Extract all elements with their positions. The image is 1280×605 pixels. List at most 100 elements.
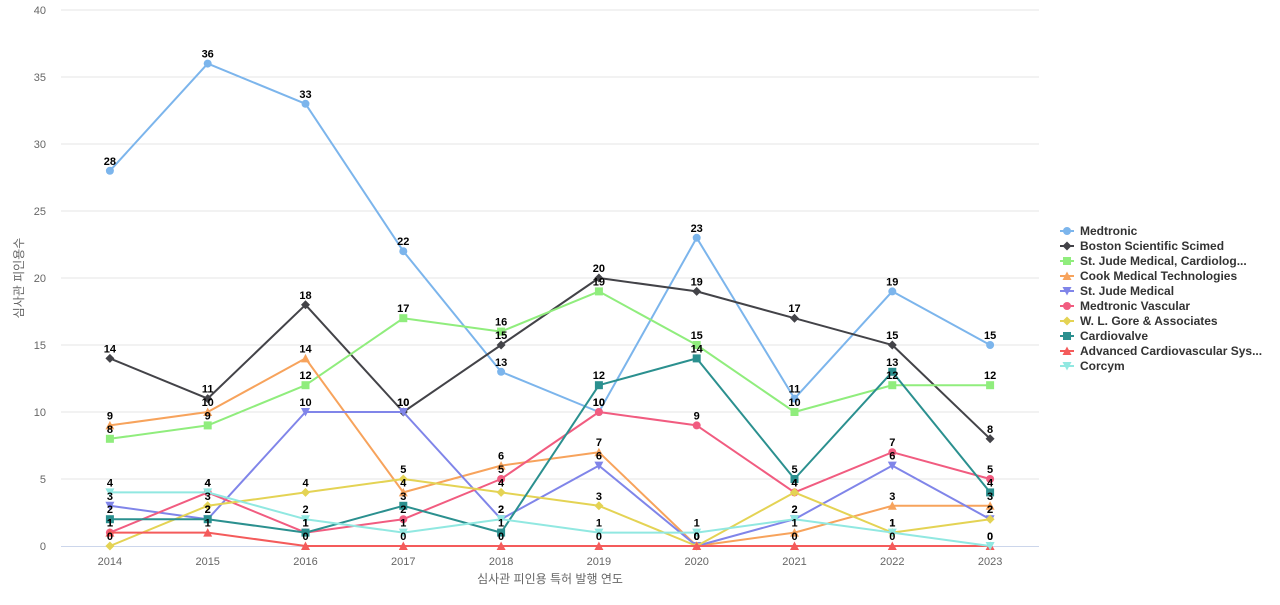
data-point[interactable]	[594, 273, 604, 283]
series-line[interactable]	[108, 478, 992, 547]
data-point[interactable]	[497, 367, 506, 376]
legend-item[interactable]: Corcym	[1060, 359, 1125, 373]
data-point[interactable]	[301, 541, 310, 551]
data-point[interactable]	[105, 541, 115, 551]
data-point[interactable]	[986, 341, 995, 349]
data-point[interactable]	[399, 501, 408, 510]
data-point[interactable]	[496, 461, 506, 470]
data-point[interactable]	[398, 528, 408, 538]
data-point[interactable]	[399, 314, 408, 323]
data-point[interactable]	[986, 381, 995, 390]
legend-item[interactable]: St. Jude Medical	[1060, 284, 1174, 298]
data-point[interactable]	[887, 461, 897, 471]
series-line[interactable]	[108, 290, 992, 440]
data-point[interactable]	[398, 408, 408, 417]
legend-item[interactable]: Cardiovalve	[1060, 329, 1148, 343]
data-point[interactable]	[398, 474, 408, 484]
legend-item[interactable]: Boston Scientific Scimed	[1060, 239, 1224, 253]
data-point[interactable]	[203, 59, 212, 68]
data-point[interactable]	[301, 408, 310, 417]
data-point[interactable]	[985, 434, 995, 444]
data-point[interactable]	[105, 353, 115, 363]
data-point[interactable]	[399, 247, 408, 256]
data-point[interactable]	[985, 542, 995, 551]
data-point[interactable]	[203, 528, 213, 537]
legend-item[interactable]: Advanced Cardiovascular Sys...	[1060, 344, 1262, 358]
series-line[interactable]	[108, 62, 992, 413]
data-point[interactable]	[398, 541, 408, 551]
data-point[interactable]	[301, 528, 310, 537]
data-point[interactable]	[594, 528, 604, 538]
data-point[interactable]	[301, 487, 310, 497]
series-line[interactable]	[108, 411, 992, 547]
data-point[interactable]	[986, 475, 995, 483]
legend-item[interactable]: Medtronic Vascular	[1060, 299, 1190, 313]
series-line[interactable]	[108, 491, 992, 547]
data-point[interactable]	[790, 528, 799, 537]
data-point[interactable]	[399, 515, 408, 524]
data-point[interactable]	[692, 528, 702, 538]
data-point[interactable]	[594, 461, 604, 471]
data-point[interactable]	[105, 515, 114, 524]
data-point[interactable]	[496, 487, 506, 497]
data-point[interactable]	[203, 515, 212, 524]
data-point[interactable]	[790, 515, 799, 524]
data-point[interactable]	[985, 514, 995, 524]
data-point[interactable]	[594, 501, 604, 511]
data-point[interactable]	[790, 408, 799, 416]
data-point[interactable]	[105, 420, 115, 430]
data-point[interactable]	[887, 541, 897, 551]
data-point[interactable]	[496, 541, 506, 551]
data-point[interactable]	[985, 501, 995, 510]
data-point[interactable]	[301, 353, 310, 363]
data-point[interactable]	[203, 407, 213, 417]
data-point[interactable]	[105, 434, 114, 443]
data-point[interactable]	[203, 488, 213, 497]
data-point[interactable]	[203, 501, 213, 511]
data-point[interactable]	[203, 394, 213, 404]
data-point[interactable]	[692, 341, 701, 349]
series-line[interactable]	[108, 531, 992, 547]
data-point[interactable]	[887, 501, 897, 510]
series-line[interactable]	[108, 277, 992, 440]
data-point[interactable]	[790, 313, 799, 323]
data-point[interactable]	[692, 286, 702, 296]
data-point[interactable]	[887, 528, 897, 538]
data-point[interactable]	[203, 421, 212, 430]
data-point[interactable]	[496, 515, 506, 524]
data-point[interactable]	[888, 448, 897, 457]
data-point[interactable]	[594, 381, 603, 390]
data-point[interactable]	[398, 487, 408, 497]
data-point[interactable]	[496, 340, 506, 350]
data-point[interactable]	[594, 287, 603, 296]
data-point[interactable]	[594, 541, 604, 551]
data-point[interactable]	[594, 447, 604, 457]
data-point[interactable]	[497, 327, 506, 336]
data-point[interactable]	[301, 300, 310, 310]
data-point[interactable]	[105, 528, 115, 537]
data-point[interactable]	[692, 541, 702, 551]
data-point[interactable]	[301, 99, 310, 108]
data-point[interactable]	[594, 408, 603, 416]
series-line[interactable]	[108, 357, 992, 534]
data-point[interactable]	[105, 501, 115, 511]
legend-item[interactable]: Cook Medical Technologies	[1060, 269, 1237, 283]
data-point[interactable]	[790, 541, 799, 551]
data-point[interactable]	[497, 528, 506, 537]
data-point[interactable]	[105, 166, 114, 175]
series-line[interactable]	[108, 411, 992, 534]
data-point[interactable]	[692, 233, 701, 242]
data-point[interactable]	[692, 354, 701, 363]
data-point[interactable]	[986, 488, 995, 497]
data-point[interactable]	[692, 421, 701, 430]
data-point[interactable]	[888, 287, 897, 296]
data-point[interactable]	[790, 487, 799, 497]
data-point[interactable]	[790, 394, 799, 403]
data-point[interactable]	[888, 381, 897, 390]
legend-item[interactable]: St. Jude Medical, Cardiolog...	[1060, 254, 1247, 268]
data-point[interactable]	[888, 367, 897, 376]
legend-item[interactable]: Medtronic	[1060, 224, 1138, 238]
data-point[interactable]	[887, 340, 897, 350]
data-point[interactable]	[497, 475, 506, 483]
data-point[interactable]	[301, 381, 310, 390]
